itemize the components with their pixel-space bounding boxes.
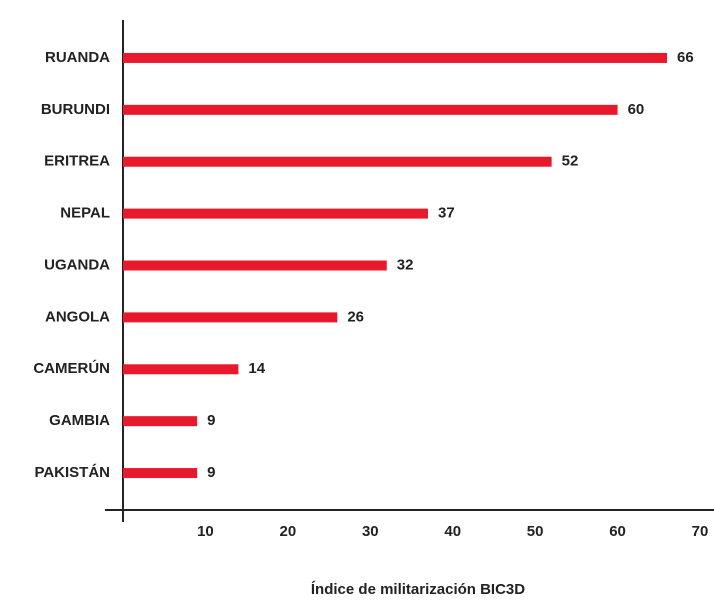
value-label: 32: [397, 256, 414, 273]
bar: [123, 416, 198, 427]
value-label: 9: [207, 464, 215, 481]
bar: [123, 468, 198, 479]
value-label: 14: [248, 360, 265, 377]
y-tick-label: NEPAL: [60, 205, 110, 222]
x-tick-label: 10: [197, 523, 214, 540]
bar: [123, 312, 338, 323]
y-tick-label: UGANDA: [44, 256, 110, 273]
bar: [123, 104, 618, 115]
x-tick-label: 60: [609, 523, 626, 540]
x-tick-label: 50: [527, 523, 544, 540]
value-label: 52: [562, 153, 579, 170]
y-tick-label: RUANDA: [45, 49, 110, 66]
value-label: 26: [347, 308, 364, 325]
bar: [123, 52, 668, 63]
value-label: 9: [207, 412, 215, 429]
y-tick-label: GAMBIA: [49, 412, 110, 429]
y-tick-label: ANGOLA: [45, 308, 110, 325]
y-tick-label: ERITREA: [44, 153, 110, 170]
x-tick-label: 30: [362, 523, 379, 540]
x-tick-label: 70: [692, 523, 709, 540]
x-tick-label: 40: [444, 523, 461, 540]
x-axis-title: Índice de militarización BIC3D: [311, 581, 525, 598]
x-tick-label: 20: [280, 523, 297, 540]
y-tick-label: PAKISTÁN: [34, 464, 110, 481]
y-tick-label: CAMERÚN: [33, 359, 110, 377]
value-label: 66: [677, 49, 694, 66]
value-label: 60: [628, 101, 645, 118]
bar: [123, 260, 387, 271]
y-tick-label: BURUNDI: [41, 101, 110, 118]
bar: [123, 156, 552, 167]
bar: [123, 364, 239, 375]
bar: [123, 208, 428, 219]
value-label: 37: [438, 205, 455, 222]
